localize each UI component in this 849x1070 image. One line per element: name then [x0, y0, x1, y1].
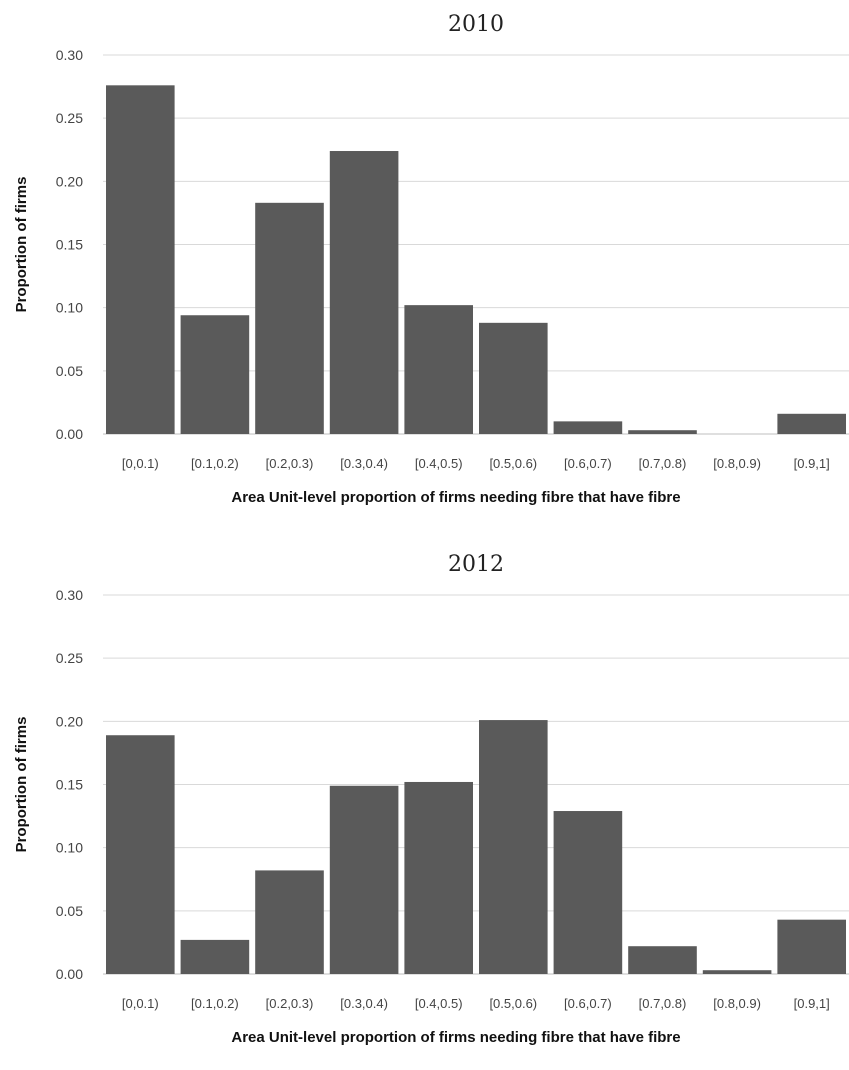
- y-axis-label: Proportion of firms: [13, 177, 30, 313]
- x-tick-label: [0.4,0.5): [415, 996, 463, 1011]
- bar: [628, 430, 697, 434]
- bar: [255, 870, 324, 974]
- bar-chart-2012: 2012 0.00 0.05 0.10 0.15 0.20 0.25 0.30 [0,0.1) […: [13, 552, 849, 1046]
- x-tick-label: [0.5,0.6): [489, 996, 537, 1011]
- y-tick-label: 0.00: [56, 426, 83, 442]
- bar: [404, 781, 473, 974]
- bar: [553, 421, 623, 434]
- chart-title: 2010: [448, 12, 504, 37]
- bar: [479, 322, 548, 434]
- y-tick-label: 0.30: [56, 587, 83, 603]
- y-tick-label: 0.10: [56, 840, 83, 856]
- x-tick-label: [0.3,0.4): [340, 996, 388, 1011]
- bar: [180, 315, 250, 434]
- bar: [329, 151, 399, 434]
- bar-chart-2010: 2010 0.00 0.05 0.10 0.15 0.20 0.25 0.30 [0,0.1) […: [13, 12, 849, 506]
- y-tick-label: 0.25: [56, 110, 83, 126]
- x-tick-label: [0.6,0.7): [564, 996, 612, 1011]
- x-axis-label: Area Unit-level proportion of firms need…: [231, 1029, 680, 1046]
- bar: [777, 919, 846, 974]
- bar: [106, 85, 175, 434]
- bar: [404, 305, 473, 434]
- y-tick-label: 0.10: [56, 300, 83, 316]
- bar: [777, 413, 846, 434]
- x-tick-label: [0.9,1]: [794, 456, 830, 471]
- y-tick-label: 0.05: [56, 903, 83, 919]
- x-axis-label: Area Unit-level proportion of firms need…: [231, 489, 680, 506]
- y-tick-label: 0.30: [56, 47, 83, 63]
- x-tick-label: [0.5,0.6): [489, 456, 537, 471]
- y-tick-label: 0.00: [56, 966, 83, 982]
- x-tick-label: [0.8,0.9): [713, 996, 761, 1011]
- bar: [479, 720, 548, 974]
- x-tick-label: [0.9,1]: [794, 996, 830, 1011]
- bar: [180, 939, 250, 974]
- y-axis-label: Proportion of firms: [13, 717, 30, 853]
- y-tick-label: 0.05: [56, 363, 83, 379]
- x-tick-label: [0,0.1): [122, 996, 159, 1011]
- y-tick-label: 0.15: [56, 777, 83, 793]
- bar: [702, 970, 772, 974]
- chart-panel-2012: 2012 0.00 0.05 0.10 0.15 0.20 0.25 0.30 [0,0.1) […: [0, 540, 849, 1065]
- x-tick-label: [0.6,0.7): [564, 456, 612, 471]
- x-tick-label: [0.1,0.2): [191, 456, 239, 471]
- x-tick-label: [0.2,0.3): [266, 996, 314, 1011]
- x-tick-label: [0.1,0.2): [191, 996, 239, 1011]
- y-tick-label: 0.25: [56, 650, 83, 666]
- x-tick-label: [0.3,0.4): [340, 456, 388, 471]
- y-tick-label: 0.20: [56, 713, 83, 729]
- chart-panel-2010: 2010 0.00 0.05 0.10 0.15 0.20 0.25 0.30 [0,0.1) […: [0, 0, 849, 525]
- bar: [553, 811, 623, 974]
- bar: [255, 202, 324, 434]
- bar: [106, 735, 175, 974]
- x-tick-label: [0.4,0.5): [415, 456, 463, 471]
- bar: [628, 946, 697, 974]
- x-tick-label: [0.8,0.9): [713, 456, 761, 471]
- y-tick-label: 0.15: [56, 237, 83, 253]
- x-tick-label: [0.2,0.3): [266, 456, 314, 471]
- bar: [329, 785, 399, 974]
- x-tick-label: [0.7,0.8): [639, 996, 687, 1011]
- x-tick-label: [0.7,0.8): [639, 456, 687, 471]
- x-tick-label: [0,0.1): [122, 456, 159, 471]
- chart-title: 2012: [448, 552, 504, 577]
- y-tick-label: 0.20: [56, 173, 83, 189]
